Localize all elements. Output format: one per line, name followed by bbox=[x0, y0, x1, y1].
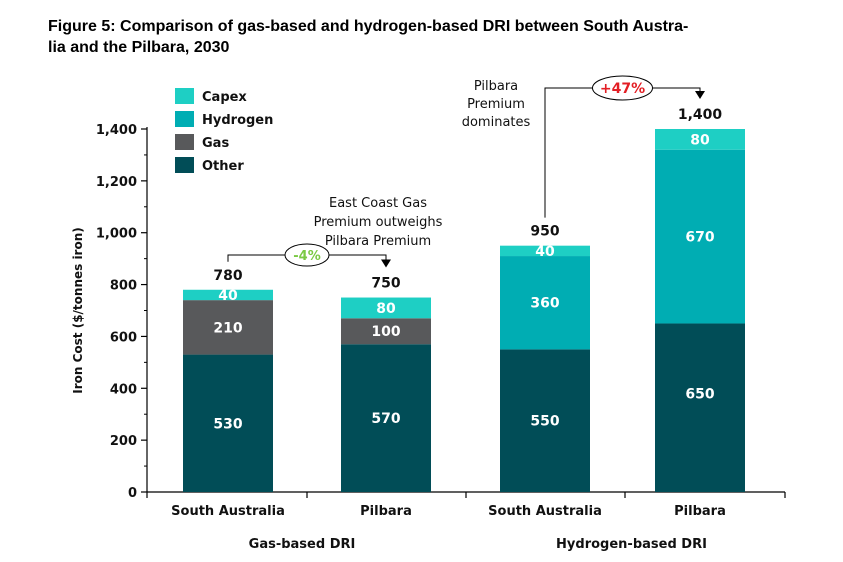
figure-title: Figure 5: Comparison of gas-based and hy… bbox=[48, 16, 808, 58]
data-label-other: 570 bbox=[371, 411, 400, 427]
annotation-text: East Coast Gas bbox=[329, 196, 427, 211]
y-tick-label: 1,000 bbox=[96, 227, 137, 242]
figure-title-line-1: Figure 5: Comparison of gas-based and hy… bbox=[48, 18, 689, 35]
data-label-other: 530 bbox=[213, 416, 242, 432]
data-label-other: 650 bbox=[685, 387, 714, 403]
data-label-capex: 80 bbox=[690, 132, 710, 148]
bar-segment-capex bbox=[655, 129, 745, 150]
bar-segment-gas bbox=[341, 318, 431, 345]
bar-segment-gas bbox=[183, 300, 273, 355]
category-label: South Australia bbox=[171, 504, 285, 519]
category-label: South Australia bbox=[488, 504, 602, 519]
total-label: 750 bbox=[371, 276, 400, 292]
y-tick-label: 1,200 bbox=[96, 175, 137, 190]
total-label: 950 bbox=[530, 224, 559, 240]
figure-title-line-2: lia and the Pilbara, 2030 bbox=[48, 39, 230, 56]
annotation-text: Premium bbox=[467, 97, 525, 112]
data-label-gas: 100 bbox=[371, 324, 400, 340]
comparison-badge bbox=[284, 243, 330, 267]
category-label: Pilbara bbox=[360, 504, 412, 519]
annotation-text: Pilbara bbox=[474, 79, 518, 94]
legend-swatch-hydrogen bbox=[175, 111, 194, 127]
bar-segment-capex bbox=[500, 245, 590, 257]
y-tick-label: 200 bbox=[110, 434, 137, 449]
data-label-other: 550 bbox=[530, 414, 559, 430]
legend-label-capex: Capex bbox=[202, 90, 247, 105]
comparison-badge bbox=[592, 75, 653, 101]
legend-swatch-other bbox=[175, 157, 194, 173]
legend-label-gas: Gas bbox=[202, 136, 229, 151]
bar-segment-hydrogen bbox=[655, 149, 745, 324]
legend-swatch-capex bbox=[175, 88, 194, 104]
category-label: Pilbara bbox=[674, 504, 726, 519]
comparison-arrowhead bbox=[381, 259, 391, 268]
comparison-connector bbox=[227, 254, 285, 262]
comparison-connector bbox=[329, 254, 387, 262]
bar-segment-other bbox=[341, 344, 431, 492]
bar-segment-other bbox=[183, 354, 273, 492]
comparison-arrowhead bbox=[695, 91, 705, 99]
legend-label-other: Other bbox=[202, 159, 244, 174]
comparison-label: +47% bbox=[600, 81, 645, 97]
total-label: 780 bbox=[213, 268, 242, 284]
comparison-label: -4% bbox=[293, 249, 320, 264]
annotation-text: dominates bbox=[462, 115, 531, 130]
data-label-capex: 40 bbox=[218, 288, 238, 304]
data-label-capex: 40 bbox=[535, 244, 555, 260]
y-tick-label: 800 bbox=[110, 279, 137, 294]
comparison-connector bbox=[544, 87, 593, 218]
y-tick-label: 600 bbox=[110, 330, 137, 345]
bar-segment-capex bbox=[341, 297, 431, 319]
annotation-text: Premium outweighs bbox=[314, 215, 443, 230]
y-tick-label: 0 bbox=[128, 486, 137, 501]
group-label: Hydrogen-based DRI bbox=[556, 537, 707, 552]
bar-segment-other bbox=[500, 349, 590, 492]
y-axis-title: Iron Cost ($/tonnes iron) bbox=[71, 227, 85, 394]
data-label-gas: 210 bbox=[213, 320, 242, 336]
data-label-hydrogen: 360 bbox=[530, 296, 559, 312]
y-tick-label: 1,400 bbox=[96, 123, 137, 138]
bar-segment-other bbox=[655, 323, 745, 492]
comparison-connector bbox=[652, 87, 701, 93]
group-label: Gas-based DRI bbox=[249, 537, 356, 552]
legend-swatch-gas bbox=[175, 134, 194, 150]
annotation-text: Pilbara Premium bbox=[325, 234, 431, 249]
y-tick-label: 400 bbox=[110, 382, 137, 397]
bar-segment-hydrogen bbox=[500, 256, 590, 350]
data-label-capex: 80 bbox=[376, 301, 396, 317]
total-label: 1,400 bbox=[678, 107, 723, 123]
bar-segment-capex bbox=[183, 289, 273, 301]
data-label-hydrogen: 670 bbox=[685, 230, 714, 246]
legend-label-hydrogen: Hydrogen bbox=[202, 113, 273, 128]
